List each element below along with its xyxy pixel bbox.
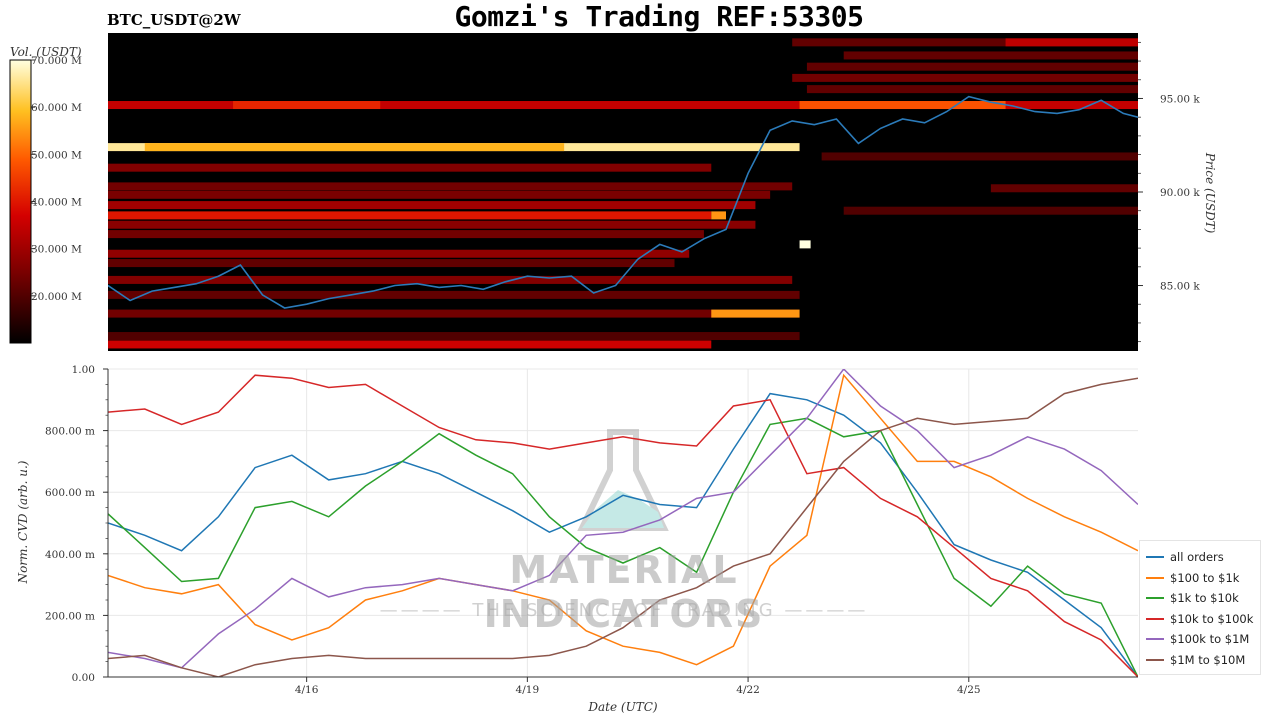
heatmap-band (108, 332, 800, 341)
heatmap-band (108, 101, 1138, 110)
heatmap-band (108, 201, 756, 210)
symbol-label: BTC_USDT@2W (107, 11, 241, 29)
legend-swatch (1146, 638, 1164, 641)
legend-item: all orders (1146, 547, 1254, 568)
legend-swatch (1146, 617, 1164, 620)
colorbar-tick-label: 40.000 M (31, 197, 82, 209)
cvd-x-tick-label: 4/22 (736, 684, 760, 696)
legend-swatch (1146, 576, 1164, 579)
cvd-y-tick-label: 400.00 m (45, 549, 95, 561)
heatmap-band (799, 101, 1006, 110)
heatmap-band (843, 51, 1138, 60)
cvd-y-tick-label: 1.00 (72, 364, 95, 376)
cvd-x-tick-label: 4/19 (516, 684, 540, 696)
heatmap-band (792, 73, 1138, 82)
cvd-background (108, 369, 1138, 677)
heatmap-band (799, 240, 811, 249)
heatmap-band (108, 259, 675, 268)
heatmap-band (108, 249, 690, 258)
colorbar-label: Vol. (USDT) (10, 45, 82, 59)
heatmap-band (843, 206, 1138, 215)
legend-label: $100k to $1M (1170, 632, 1250, 647)
price-axis-label: Price (USDT) (1203, 152, 1217, 234)
heatmap-band (108, 182, 793, 191)
price-tick-label: 85.00 k (1160, 281, 1200, 293)
legend-item: $100k to $1M (1146, 629, 1254, 650)
flask-watermark-icon (577, 429, 669, 531)
legend-item: $1M to $10M (1146, 650, 1254, 671)
legend-swatch (1146, 658, 1164, 661)
colorbar-tick-label: 70.000 M (31, 55, 82, 67)
heatmap-band (108, 340, 712, 349)
chart-title: Gomzi's Trading REF:53305 (454, 0, 864, 33)
heatmap-band (108, 211, 712, 220)
cvd-y-tick-label: 600.00 m (45, 487, 95, 499)
heatmap-panel: 95.00 k 90.00 k 85.00 k Price (USDT) (108, 33, 1217, 351)
colorbar-tick-label: 30.000 M (31, 244, 82, 256)
cvd-series-line (108, 374, 1138, 677)
heatmap-band (108, 290, 800, 299)
legend-item: $10k to $100k (1146, 609, 1254, 630)
cvd-series-line (108, 373, 1138, 666)
heatmap-band (1005, 38, 1138, 47)
heatmap-band (108, 190, 771, 199)
heatmap-band (233, 101, 381, 110)
price-tick-label: 90.00 k (1160, 187, 1200, 199)
cvd-y-tick-label: 0.00 (72, 672, 95, 684)
legend: all orders $100 to $1k $1k to $10k $10k to … (1139, 540, 1261, 675)
heatmap-band (108, 309, 800, 318)
heatmap-band (792, 38, 1138, 47)
colorbar: Vol. (USDT) 70.000 M 60.000 M 50.000 M 40.0… (9, 45, 82, 344)
heatmap-band (108, 220, 756, 229)
colorbar-tick-label: 60.000 M (31, 102, 82, 114)
legend-swatch (1146, 556, 1164, 559)
heatmap-band (108, 163, 712, 172)
heatmap-band (108, 275, 793, 284)
heatmap-band (806, 62, 1138, 71)
heatmap-band (144, 143, 565, 152)
cvd-x-tick-label: 4/16 (295, 684, 319, 696)
cvd-panel: 0.00 200.00 m 400.00 m 600.00 m 800.00 m 1.00… (16, 364, 1138, 714)
price-line (108, 95, 1138, 309)
cvd-y-tick-label: 200.00 m (45, 610, 95, 622)
colorbar-gradient (9, 59, 32, 344)
cvd-series-line (108, 392, 1138, 677)
legend-item: $100 to $1k (1146, 568, 1254, 589)
colorbar-tick-label: 20.000 M (31, 291, 82, 303)
colorbar-tick-label: 50.000 M (31, 149, 82, 161)
legend-item: $1k to $10k (1146, 588, 1254, 609)
cvd-x-tick-label: 4/25 (957, 684, 981, 696)
price-tick-label: 95.00 k (1160, 93, 1200, 105)
legend-label: $1M to $10M (1170, 652, 1246, 667)
heatmap-band (711, 309, 800, 318)
date-axis-label: Date (UTC) (587, 700, 657, 714)
legend-label: $1k to $10k (1170, 591, 1239, 606)
legend-label: $100 to $1k (1170, 570, 1240, 585)
heatmap-band (990, 184, 1138, 193)
legend-swatch (1146, 597, 1164, 600)
legend-label: $10k to $100k (1170, 611, 1254, 626)
cvd-y-tick-label: 800.00 m (45, 426, 95, 438)
cvd-series-line (108, 377, 1138, 677)
heatmap-band (806, 85, 1138, 94)
cvd-series-line (108, 369, 1138, 669)
cvd-axis-label: Norm. CVD (arb. u.) (16, 460, 30, 584)
heatmap-band (821, 152, 1138, 161)
legend-label: all orders (1170, 550, 1224, 565)
heatmap-band (711, 211, 726, 220)
heatmap-band (108, 230, 704, 239)
cvd-series-line (108, 417, 1138, 677)
